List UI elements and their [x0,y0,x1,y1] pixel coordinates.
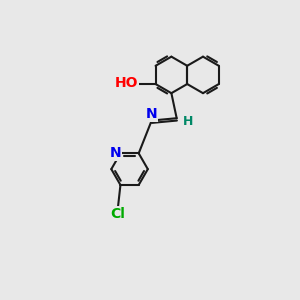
Text: N: N [146,107,158,121]
Text: Cl: Cl [111,206,125,220]
Text: HO: HO [115,76,139,91]
Text: H: H [183,115,193,128]
Text: N: N [109,146,121,160]
